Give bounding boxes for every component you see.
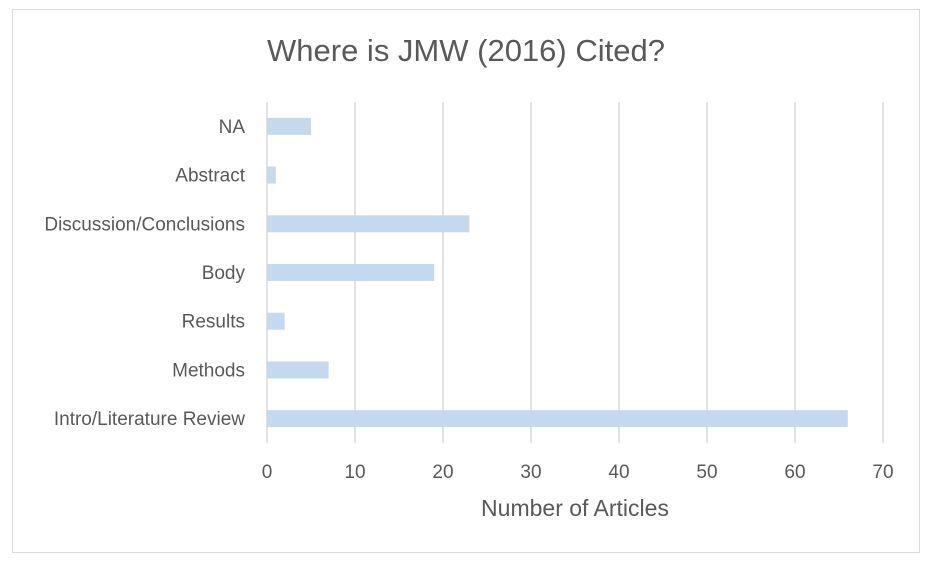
bar-na [267,117,311,135]
gridlines [266,102,884,443]
x-tick-label: 40 [608,462,629,483]
bar-abstract [267,166,276,184]
x-tick-label: 50 [696,462,717,483]
chart-title: Where is JMW (2016) Cited? [267,33,665,68]
x-tick-label: 10 [344,462,365,483]
category-label: Methods [172,360,245,381]
chart-frame [12,9,920,553]
bar-results [267,312,285,330]
category-label: NA [219,117,246,138]
category-labels: Intro/Literature Review Methods Results Bod… [44,117,245,430]
category-label: Body [202,263,246,284]
x-tick-label: 70 [872,462,893,483]
x-tick-label: 0 [262,462,273,483]
category-label: Abstract [175,166,245,187]
bars [267,117,848,428]
x-tick-label: 20 [432,462,453,483]
category-label: Results [182,312,245,333]
category-label: Intro/Literature Review [54,409,245,430]
bar-methods [267,361,329,379]
bar-discussion-conclusions [267,215,470,233]
category-label: Discussion/Conclusions [44,214,245,235]
x-axis-title: Number of Articles [481,495,669,521]
x-tick-label: 30 [520,462,541,483]
x-tick-labels: 0 10 20 30 40 50 60 70 [262,462,894,483]
x-tick-label: 60 [784,462,805,483]
bar-body [267,264,435,281]
bar-intro-literature-review [267,410,848,428]
